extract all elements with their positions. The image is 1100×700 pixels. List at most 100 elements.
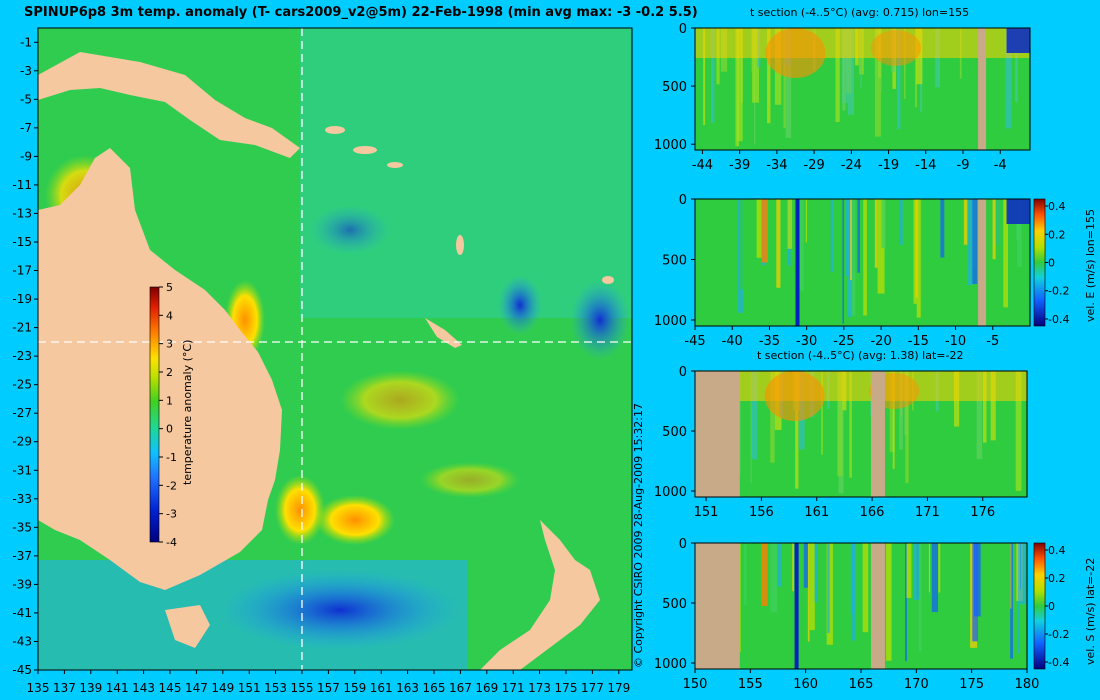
- section-streak: [809, 543, 815, 631]
- map-x-tick-label: 151: [238, 681, 261, 695]
- map-x-tick-label: 147: [185, 681, 208, 695]
- map-colorbar-tick-label: -4: [166, 536, 177, 549]
- panel1-title: t section (-4..5°C) (avg: 0.715) lon=155: [750, 6, 970, 19]
- panel-y-tick-label: 1000: [654, 314, 687, 329]
- panel-x-tick-label: 166: [860, 505, 885, 520]
- section-land: [870, 371, 885, 497]
- section-streak: [830, 199, 833, 272]
- map-colorbar-tick-label: -2: [166, 479, 177, 492]
- map-colorbar-ticks: 5 4 3 2 1 0 -1 -2 -3 -4: [159, 281, 177, 549]
- section-streak: [842, 28, 846, 111]
- vel-jet: [761, 543, 768, 606]
- section-streak: [906, 543, 912, 598]
- map-y-tick-label: -31: [12, 463, 32, 477]
- map-y-tick-label: -41: [12, 606, 32, 620]
- map-colorbar-tick-label: 4: [166, 309, 173, 322]
- map-y-tick-label: -9: [20, 149, 32, 163]
- section-streak: [756, 199, 762, 258]
- map-x-axis: 135 137 139 141 143 145 147 149 151 153 155 157 159 1…: [27, 670, 630, 695]
- section-streak: [913, 543, 920, 600]
- map-colorbar-tick-label: -3: [166, 508, 177, 521]
- panel-colorbar-tick-label: -0.4: [1048, 313, 1069, 326]
- section-streak: [783, 28, 786, 129]
- map-y-tick-label: -1: [20, 35, 32, 49]
- panel-y-tick-label: 0: [679, 193, 687, 208]
- panel-x-tick-label: 150: [683, 677, 708, 692]
- section-land: [695, 371, 740, 497]
- land-new-guinea: [38, 52, 300, 158]
- cold-eddy-coral: [310, 205, 390, 255]
- cold-eddy-fiji: [498, 275, 542, 335]
- map-y-tick-label: -27: [12, 406, 32, 420]
- warm-eddy-1: [315, 495, 395, 545]
- map-colorbar-tick-label: 2: [166, 366, 173, 379]
- section-streak: [915, 28, 917, 108]
- map-y-tick-label: -45: [12, 663, 32, 677]
- section-streak: [874, 199, 878, 268]
- warm-eddy-4: [420, 462, 520, 498]
- panel-y-tick-label: 0: [679, 22, 687, 37]
- section-land: [978, 199, 987, 326]
- panel-colorbar-tick-label: 0.4: [1048, 544, 1066, 557]
- section-streak: [913, 199, 917, 304]
- section-streak: [795, 371, 799, 489]
- map-y-tick-label: -13: [12, 206, 32, 220]
- warm-core: [871, 30, 921, 66]
- section-streak: [739, 199, 746, 290]
- map-colorbar-label: temperature anomaly (°C): [181, 340, 194, 485]
- section-land: [695, 543, 740, 669]
- panel-x-tick-label: 175: [959, 677, 984, 692]
- map-colorbar-tick-label: 1: [166, 394, 173, 407]
- land-australia: [38, 148, 282, 590]
- section-streak: [845, 199, 852, 277]
- vel-e-lon155-panel: -45 -40 -35 -30 -25 -20 -15 -10 -5 0 500 1000 0.4 0.2…: [654, 193, 1097, 349]
- section-streak: [931, 543, 939, 613]
- section-streak: [982, 371, 987, 443]
- panel-x-tick-label: 165: [849, 677, 874, 692]
- section-streak: [905, 543, 907, 662]
- map-y-tick-label: -35: [12, 520, 32, 534]
- section-streak: [750, 371, 752, 484]
- section-streak: [814, 543, 818, 603]
- panel-x-tick-label: 180: [1015, 677, 1040, 692]
- map-y-tick-label: -25: [12, 378, 32, 392]
- panel-x-tick-label: 170: [904, 677, 929, 692]
- map-panel: 135 137 139 141 143 145 147 149 151 153 155 157 159 1…: [12, 27, 633, 695]
- warm-core: [765, 28, 826, 78]
- section-streak: [1010, 543, 1012, 609]
- section-streak: [851, 543, 856, 641]
- panel-x-tick-label: 155: [738, 677, 763, 692]
- map-y-axis: -1 -3 -5 -7 -9 -11 -13 -15 -17 -19 -21 -23 -25 -27 -29…: [12, 35, 38, 677]
- panel-x-tick-label: -40: [722, 334, 743, 349]
- panel-colorbar-tick-label: 0: [1048, 257, 1055, 270]
- section-streak: [889, 371, 895, 453]
- panel-x-tick-label: -39: [729, 158, 750, 173]
- map-y-tick-label: -39: [12, 577, 32, 591]
- section-streak: [874, 28, 881, 137]
- section-cold-edge: [1006, 199, 1030, 224]
- panel-x-tick-label: -9: [957, 158, 970, 173]
- panel-y-tick-label: 0: [679, 537, 687, 552]
- section-streak: [710, 28, 715, 123]
- map-x-tick-label: 173: [528, 681, 551, 695]
- section-streak: [886, 543, 892, 661]
- map-x-tick-label: 135: [27, 681, 50, 695]
- panel-frame: [694, 27, 1031, 151]
- map-y-tick-label: -3: [20, 64, 32, 78]
- panel-x-tick-label: -20: [870, 334, 891, 349]
- section-streak: [976, 371, 983, 460]
- vel-jet: [794, 543, 799, 669]
- section-streak: [821, 199, 829, 305]
- cool-band-north: [300, 28, 632, 318]
- cold-eddy-east: [570, 280, 630, 360]
- section-cold-edge: [1006, 28, 1030, 53]
- section-streak: [792, 543, 795, 592]
- panel-x-tick-label: -24: [841, 158, 862, 173]
- section-streak: [963, 199, 968, 245]
- map-y-tick-label: -29: [12, 435, 32, 449]
- t-section-lon155-panel: -44 -39 -34 -29 -24 -19 -14 -9 -4 0 500 1000: [654, 22, 1031, 173]
- land-solomon-islands: [325, 126, 614, 284]
- section-land: [978, 28, 987, 150]
- section-streak: [835, 28, 840, 122]
